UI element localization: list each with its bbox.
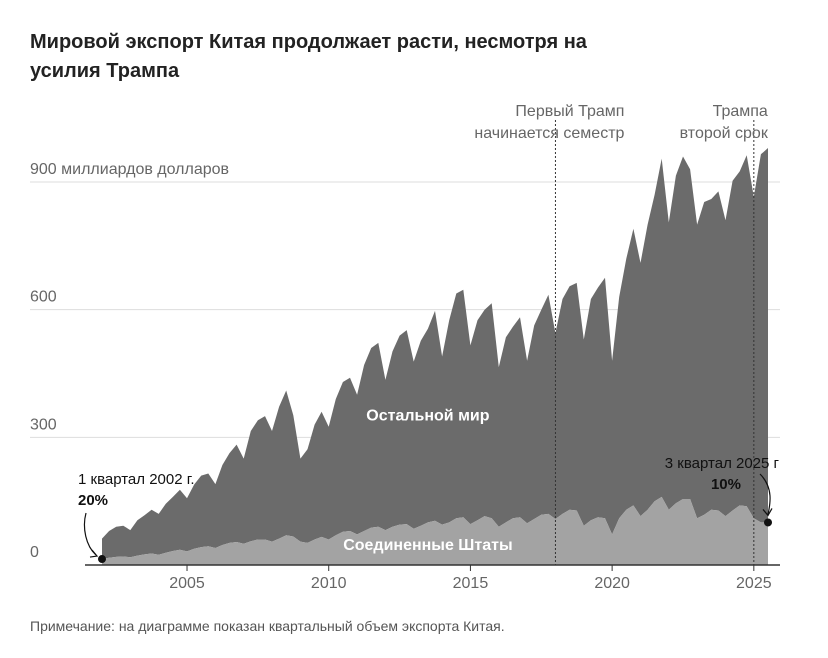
y-tick-label: 300	[30, 416, 57, 433]
annotation-label-line1: 3 квартал 2025 г	[665, 455, 780, 472]
annotation-arrow	[759, 473, 771, 515]
labels: Остальной мир Соединенные Штаты	[343, 407, 512, 554]
annotation-label-line2: 20%	[78, 492, 108, 509]
y-tick-label: 900 миллиардов долларов	[30, 161, 229, 178]
annotation-label-line1: 1 квартал 2002 г.	[78, 471, 195, 488]
x-tick-label: 2020	[594, 575, 630, 592]
x-tick-label: 2025	[736, 575, 772, 592]
annotation-arrow	[83, 512, 97, 556]
annotation-point	[98, 555, 106, 564]
event-label-line2: начинается семестр	[474, 125, 624, 142]
annotation-label-line2: 10%	[711, 476, 741, 493]
series-label: Остальной мир	[366, 407, 489, 424]
chart-note: Примечание: на диаграмме показан квартал…	[30, 618, 505, 634]
y-tick-label: 0	[30, 544, 39, 561]
event-label-line2: второй срок	[680, 125, 769, 142]
area-series	[102, 148, 768, 565]
x-tick-label: 2005	[169, 575, 205, 592]
series-label: Соединенные Штаты	[343, 537, 512, 554]
x-tick-label: 2015	[453, 575, 489, 592]
arrow-head	[762, 508, 773, 517]
chart-title: Мировой экспорт Китая продолжает расти, …	[30, 31, 587, 82]
annotations: Первый Трамп начинается семестр Трампа втор…	[78, 103, 780, 564]
x-axis: 2005 2010 2015 2020 2025	[85, 564, 780, 592]
x-tick-label: 2010	[311, 575, 347, 592]
event-label-line1: Первый Трамп	[515, 103, 624, 120]
y-tick-label: 600	[30, 289, 57, 306]
area-rest-of-world	[102, 148, 768, 559]
arrow-head	[89, 549, 99, 558]
event-label-line1: Трампа	[713, 103, 768, 120]
area-united-states	[102, 496, 768, 565]
annotation-point	[764, 518, 772, 527]
